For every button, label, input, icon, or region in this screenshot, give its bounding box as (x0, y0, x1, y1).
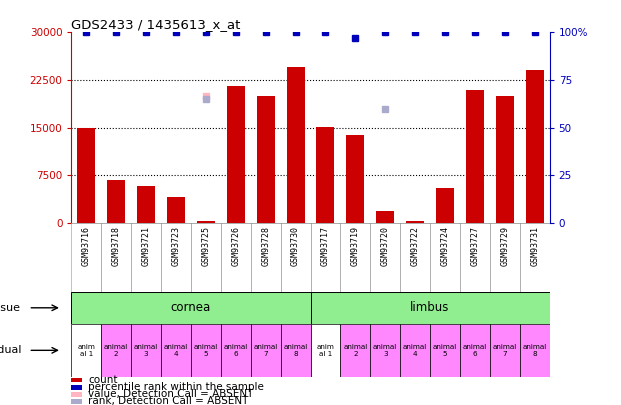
Text: GSM93721: GSM93721 (142, 226, 151, 266)
Text: GSM93725: GSM93725 (201, 226, 211, 266)
Text: GSM93722: GSM93722 (410, 226, 420, 266)
Bar (197, 222, 215, 223)
Bar (251, 324, 281, 377)
Bar (286, 67, 304, 223)
Text: animal
5: animal 5 (433, 344, 457, 357)
Text: GSM93727: GSM93727 (470, 226, 479, 266)
Bar (310, 324, 340, 377)
Bar (71, 324, 101, 377)
Bar (400, 324, 430, 377)
Text: tissue: tissue (0, 303, 21, 313)
Bar (161, 324, 191, 377)
Text: animal
5: animal 5 (194, 344, 218, 357)
Text: animal
3: animal 3 (134, 344, 158, 357)
Text: cornea: cornea (171, 301, 211, 314)
Bar (347, 135, 365, 223)
Bar (227, 86, 245, 223)
Bar (376, 211, 394, 223)
Text: animal
4: animal 4 (403, 344, 427, 357)
Text: limbus: limbus (410, 301, 450, 314)
Bar (340, 324, 370, 377)
Text: count: count (88, 375, 117, 385)
Text: GSM93730: GSM93730 (291, 226, 300, 266)
Bar (525, 70, 543, 223)
Bar (101, 324, 131, 377)
Text: animal
8: animal 8 (283, 344, 307, 357)
Text: GSM93729: GSM93729 (501, 226, 509, 266)
Text: anim
al 1: anim al 1 (78, 344, 95, 357)
Text: animal
4: animal 4 (164, 344, 188, 357)
Text: percentile rank within the sample: percentile rank within the sample (88, 382, 264, 392)
Bar (137, 186, 155, 223)
Bar (281, 324, 310, 377)
Text: animal
6: animal 6 (224, 344, 248, 357)
Text: GSM93726: GSM93726 (231, 226, 240, 266)
Text: GSM93716: GSM93716 (82, 226, 91, 266)
Text: GSM93731: GSM93731 (530, 226, 539, 266)
Text: animal
2: animal 2 (104, 344, 129, 357)
Bar (490, 324, 520, 377)
Bar (167, 197, 185, 223)
Text: GSM93719: GSM93719 (351, 226, 360, 266)
Bar (107, 179, 125, 223)
Bar (496, 96, 514, 223)
Text: animal
2: animal 2 (343, 344, 368, 357)
Text: animal
7: animal 7 (492, 344, 517, 357)
Text: GSM93728: GSM93728 (261, 226, 270, 266)
Text: animal
8: animal 8 (522, 344, 546, 357)
Bar (221, 324, 251, 377)
Bar (71, 392, 82, 396)
Bar (310, 292, 550, 324)
Bar (466, 90, 484, 223)
Bar (520, 324, 550, 377)
Bar (436, 188, 454, 223)
Text: animal
6: animal 6 (463, 344, 487, 357)
Text: GDS2433 / 1435613_x_at: GDS2433 / 1435613_x_at (71, 18, 241, 31)
Text: GSM93717: GSM93717 (321, 226, 330, 266)
Bar (430, 324, 460, 377)
Bar (317, 127, 334, 223)
Bar (406, 222, 424, 223)
Text: GSM93720: GSM93720 (381, 226, 390, 266)
Bar (370, 324, 400, 377)
Bar (460, 324, 490, 377)
Text: anim
al 1: anim al 1 (317, 344, 334, 357)
Text: GSM93723: GSM93723 (171, 226, 181, 266)
Text: animal
3: animal 3 (373, 344, 397, 357)
Bar (131, 324, 161, 377)
Bar (78, 128, 96, 223)
Bar (256, 96, 274, 223)
Text: value, Detection Call = ABSENT: value, Detection Call = ABSENT (88, 389, 253, 399)
Bar (71, 399, 82, 404)
Text: GSM93724: GSM93724 (440, 226, 450, 266)
Bar (71, 292, 310, 324)
Text: animal
7: animal 7 (253, 344, 278, 357)
Bar (191, 324, 221, 377)
Bar (71, 385, 82, 390)
Bar (71, 378, 82, 382)
Text: individual: individual (0, 345, 21, 355)
Text: GSM93718: GSM93718 (112, 226, 120, 266)
Text: rank, Detection Call = ABSENT: rank, Detection Call = ABSENT (88, 396, 248, 405)
